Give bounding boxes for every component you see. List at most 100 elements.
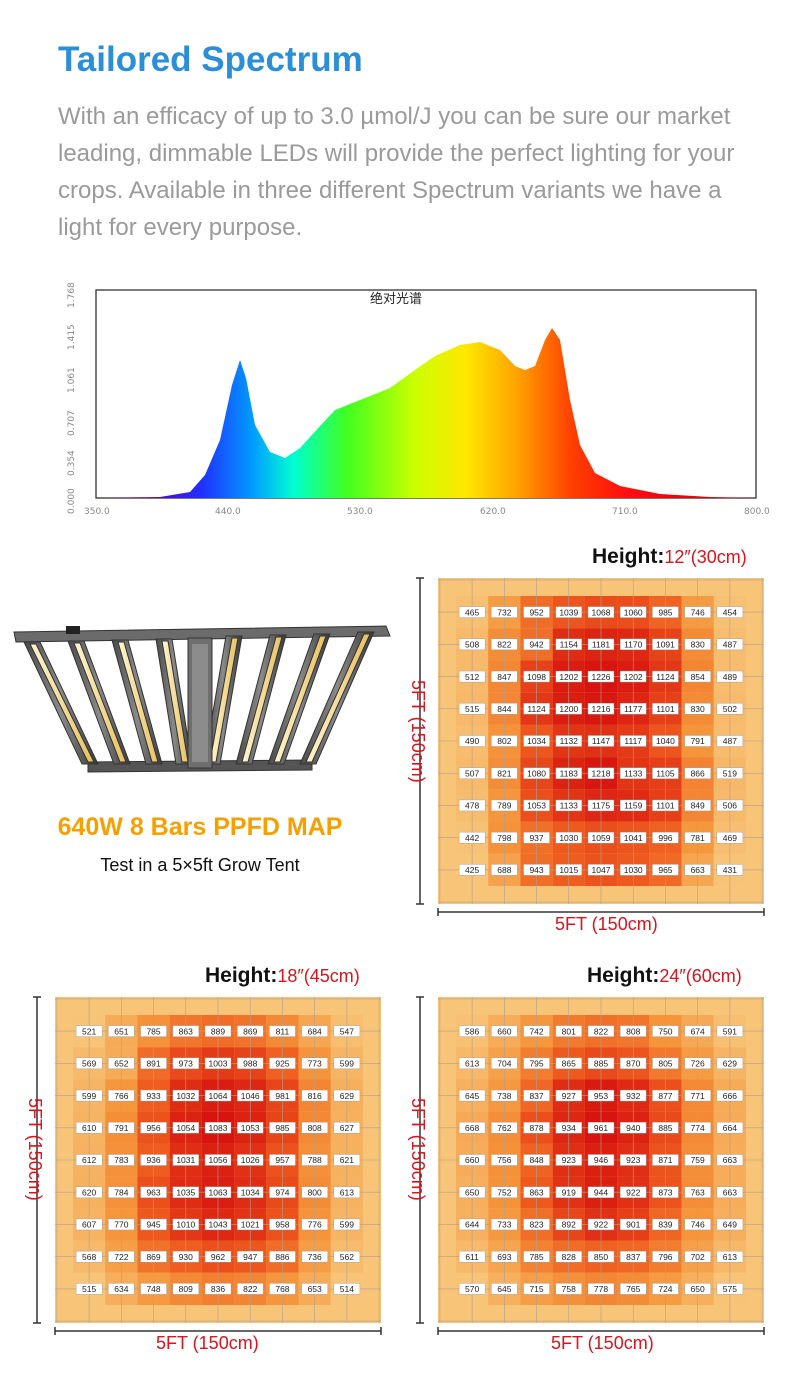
value-box bbox=[172, 1057, 199, 1070]
value-box bbox=[458, 1283, 486, 1295]
ppfd-value: 1035 bbox=[176, 1187, 195, 1197]
ppfd-value: 837 bbox=[626, 1252, 640, 1262]
value-box bbox=[620, 1057, 647, 1070]
ppfd-value: 937 bbox=[529, 833, 543, 843]
ppfd-value: 1170 bbox=[624, 640, 643, 650]
value-box bbox=[301, 1057, 328, 1070]
ppfd-value: 1030 bbox=[559, 833, 578, 843]
value-box bbox=[458, 1186, 486, 1198]
ppfd-value: 1059 bbox=[592, 833, 611, 843]
value-box bbox=[269, 1057, 296, 1070]
ppfd-value: 1021 bbox=[241, 1220, 260, 1230]
value-box bbox=[684, 767, 711, 779]
ppfd-value: 1133 bbox=[560, 801, 579, 811]
value-box bbox=[620, 1218, 647, 1231]
value-box bbox=[237, 1218, 264, 1231]
value-box bbox=[75, 1250, 103, 1263]
value-box bbox=[523, 1025, 550, 1037]
ppfd-value: 487 bbox=[723, 640, 737, 650]
ppfd-value: 664 bbox=[723, 1123, 737, 1133]
ppfd-value: 758 bbox=[562, 1284, 576, 1294]
value-box bbox=[620, 1283, 647, 1295]
y-tick: 1.415 bbox=[67, 324, 77, 350]
value-box bbox=[204, 1057, 232, 1070]
ppfd-value: 1218 bbox=[592, 768, 611, 778]
ppfd-value: 1032 bbox=[176, 1091, 195, 1101]
value-box bbox=[491, 831, 518, 844]
ppfd-value: 1039 bbox=[559, 607, 578, 617]
ppfd-value: 599 bbox=[340, 1059, 354, 1069]
value-box bbox=[587, 606, 615, 618]
ppfd-value: 771 bbox=[691, 1091, 705, 1101]
ppfd-value: 962 bbox=[211, 1252, 225, 1262]
ppfd-value: 663 bbox=[691, 865, 705, 875]
value-box bbox=[108, 1089, 135, 1102]
ppfd-value: 469 bbox=[723, 833, 737, 843]
ppfd-value: 784 bbox=[114, 1187, 128, 1197]
value-box bbox=[684, 606, 711, 618]
ppfd-value: 943 bbox=[529, 865, 543, 875]
value-box bbox=[523, 1057, 550, 1070]
value-box bbox=[620, 1025, 647, 1037]
ppfd-value: 996 bbox=[658, 833, 672, 843]
value-box bbox=[652, 735, 679, 747]
value-box bbox=[652, 1057, 679, 1070]
ppfd-value: 776 bbox=[308, 1220, 322, 1230]
ppfd-value: 726 bbox=[691, 1059, 705, 1069]
value-box bbox=[491, 670, 518, 683]
x-tick: 530.0 bbox=[347, 507, 373, 517]
value-box bbox=[620, 1122, 647, 1134]
ppfd-value: 919 bbox=[562, 1187, 576, 1197]
ppfd-value: 1133 bbox=[624, 768, 643, 778]
value-box bbox=[333, 1089, 361, 1102]
value-box bbox=[301, 1283, 328, 1295]
value-box bbox=[555, 638, 582, 651]
ppfd-value: 891 bbox=[146, 1059, 160, 1069]
value-box bbox=[140, 1057, 167, 1070]
value-box bbox=[716, 703, 744, 715]
ppfd-value: 877 bbox=[658, 1091, 672, 1101]
ppfd-value: 922 bbox=[626, 1187, 640, 1197]
value-box bbox=[652, 864, 679, 876]
value-box bbox=[716, 670, 744, 683]
value-box bbox=[301, 1186, 328, 1198]
ppfd-value: 1101 bbox=[656, 801, 675, 811]
ppfd-value: 885 bbox=[594, 1059, 608, 1069]
y-tick: 0.000 bbox=[67, 488, 77, 514]
value-box bbox=[491, 1089, 518, 1102]
value-box bbox=[75, 1122, 103, 1134]
height-label: Height: bbox=[205, 964, 278, 987]
ppfd-map-18in: 521 651 785 863 889 869 811 684 547 569 652 891 973 1… bbox=[33, 996, 382, 1335]
ppfd-value: 821 bbox=[497, 768, 511, 778]
value-box bbox=[587, 799, 615, 812]
ppfd-value: 674 bbox=[691, 1026, 705, 1036]
ppfd-value: 836 bbox=[211, 1284, 225, 1294]
value-box bbox=[301, 1025, 328, 1037]
ppfd-value: 1031 bbox=[176, 1155, 195, 1165]
value-box bbox=[652, 1283, 679, 1295]
ppfd-value: 1040 bbox=[656, 736, 675, 746]
map-18-x-label: 5FT (150cm) bbox=[156, 1333, 259, 1353]
ppfd-value: 822 bbox=[497, 640, 511, 650]
ppfd-value: 1183 bbox=[560, 768, 579, 778]
ppfd-value: 759 bbox=[691, 1155, 705, 1165]
ppfd-value: 873 bbox=[658, 1187, 672, 1197]
ppfd-value: 663 bbox=[723, 1155, 737, 1165]
value-box bbox=[458, 1250, 486, 1263]
value-box bbox=[555, 1057, 582, 1070]
ppfd-value: 808 bbox=[308, 1123, 322, 1133]
ppfd-value: 1154 bbox=[560, 640, 579, 650]
value-box bbox=[204, 1186, 232, 1198]
ppfd-value: 756 bbox=[497, 1155, 511, 1165]
value-box bbox=[523, 864, 550, 876]
value-box bbox=[587, 703, 615, 715]
height-value: 18″(45cm) bbox=[277, 966, 360, 986]
ppfd-value: 766 bbox=[114, 1091, 128, 1101]
value-box bbox=[491, 799, 518, 812]
ppfd-map-24in: 586 660 742 801 822 808 750 674 591 613 704 795 865 8… bbox=[416, 996, 765, 1335]
ppfd-value: 629 bbox=[340, 1091, 354, 1101]
ppfd-value: 823 bbox=[529, 1220, 543, 1230]
ppfd-value: 1124 bbox=[527, 704, 546, 714]
ppfd-value: 805 bbox=[658, 1059, 672, 1069]
value-box bbox=[140, 1154, 167, 1166]
